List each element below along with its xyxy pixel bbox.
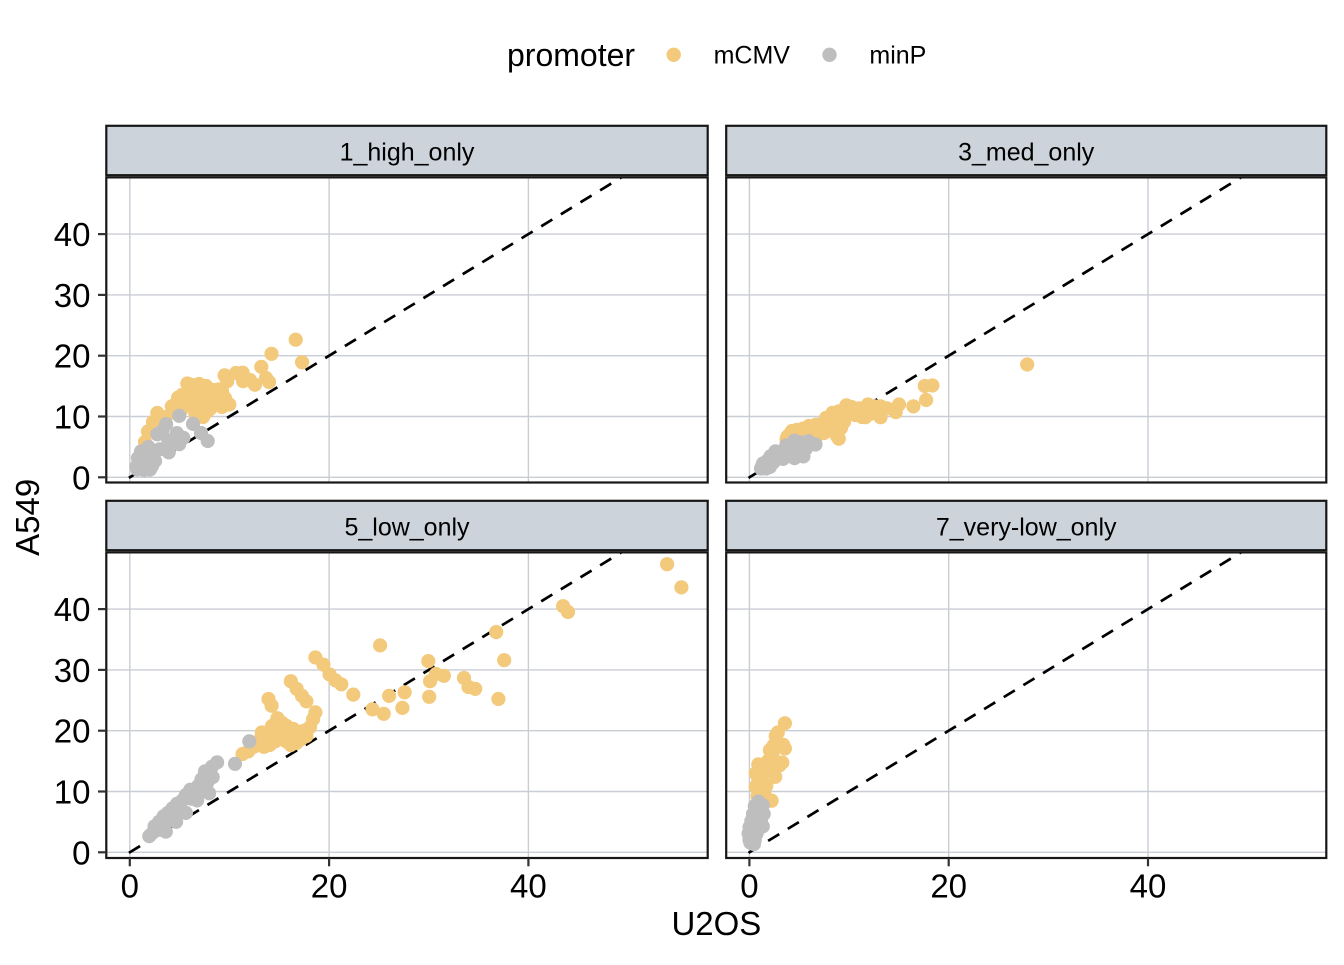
svg-text:40: 40 bbox=[54, 216, 91, 253]
svg-text:mCMV: mCMV bbox=[714, 42, 791, 70]
svg-text:U2OS: U2OS bbox=[671, 905, 761, 942]
svg-text:promoter: promoter bbox=[507, 37, 635, 73]
svg-text:40: 40 bbox=[54, 591, 91, 628]
svg-text:10: 10 bbox=[54, 399, 91, 436]
svg-text:0: 0 bbox=[72, 459, 90, 496]
svg-text:30: 30 bbox=[54, 277, 91, 314]
svg-text:20: 20 bbox=[930, 868, 967, 905]
svg-text:0: 0 bbox=[740, 868, 758, 905]
svg-text:minP: minP bbox=[869, 42, 926, 70]
svg-text:5_low_only: 5_low_only bbox=[344, 514, 470, 542]
svg-text:1_high_only: 1_high_only bbox=[340, 139, 475, 167]
svg-text:7_very-low_only: 7_very-low_only bbox=[936, 514, 1117, 542]
svg-text:3_med_only: 3_med_only bbox=[958, 139, 1095, 167]
svg-text:30: 30 bbox=[54, 652, 91, 689]
svg-text:20: 20 bbox=[54, 338, 91, 375]
svg-text:10: 10 bbox=[54, 774, 91, 811]
svg-text:20: 20 bbox=[311, 868, 348, 905]
svg-text:A549: A549 bbox=[9, 479, 46, 556]
svg-text:40: 40 bbox=[1130, 868, 1167, 905]
svg-text:0: 0 bbox=[72, 834, 90, 871]
svg-text:0: 0 bbox=[121, 868, 139, 905]
svg-text:20: 20 bbox=[54, 713, 91, 750]
svg-text:40: 40 bbox=[510, 868, 547, 905]
